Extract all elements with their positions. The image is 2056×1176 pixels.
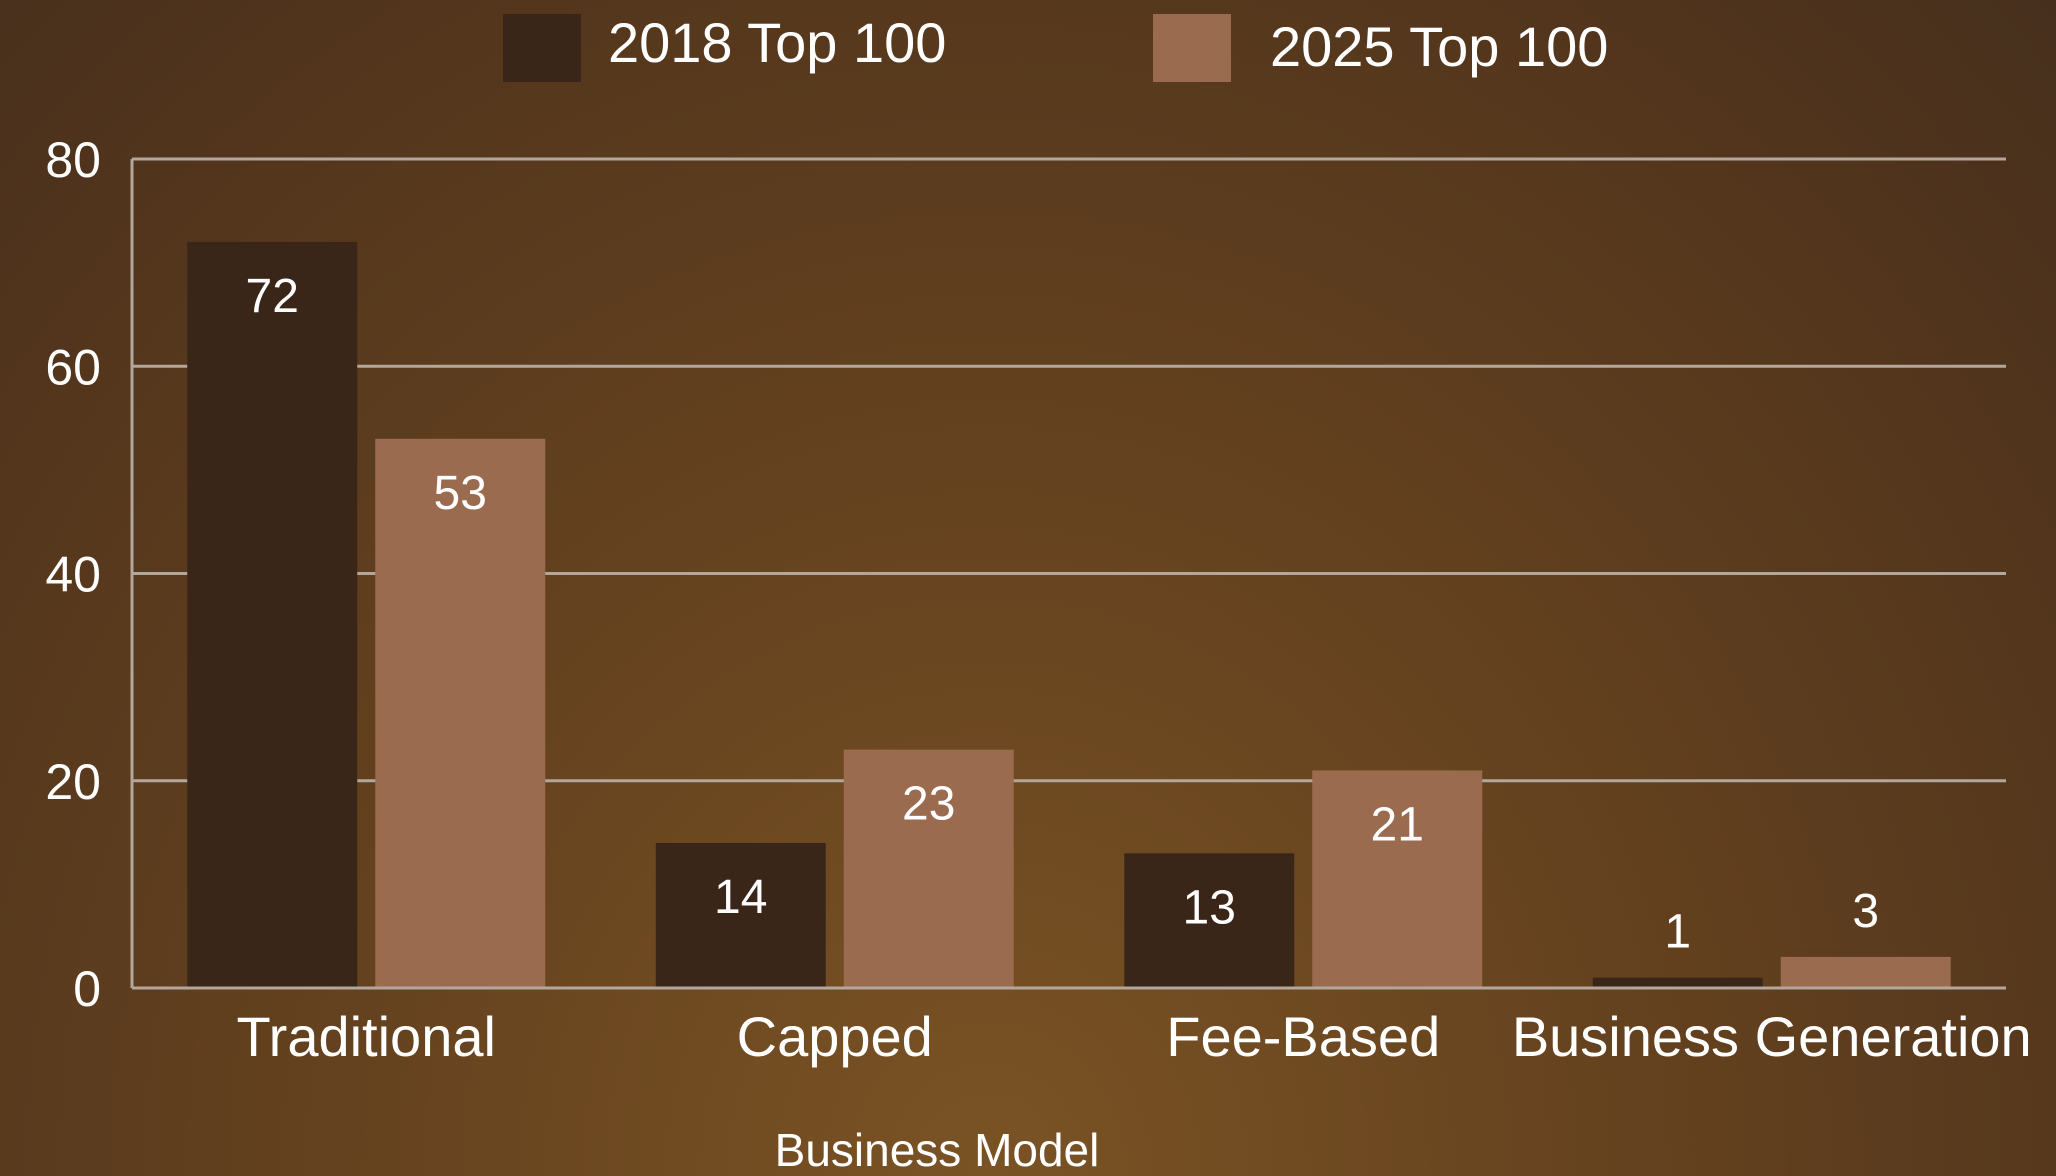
bar-traditional-0: [187, 241, 358, 988]
data-label-fee-based-1: 21: [1371, 798, 1424, 851]
legend-swatch-2025: [1153, 14, 1231, 82]
legend-swatch-2018: [503, 14, 581, 82]
bar-capped-0: [655, 842, 826, 988]
bar-fee-based-0: [1124, 853, 1295, 988]
y-tick-label-20: 20: [45, 754, 101, 810]
x-axis-title: Business Model: [775, 1124, 1100, 1176]
legend: 2018 Top 100 2025 Top 100: [503, 11, 1608, 82]
bar-business-generation-0: [1592, 977, 1763, 988]
x-axis: Traditional Capped Fee-Based Business Gener…: [132, 986, 2032, 1068]
x-tick-label-capped: Capped: [737, 1005, 933, 1068]
data-label-traditional-1: 53: [434, 467, 487, 520]
bars: [187, 241, 1951, 989]
data-label-capped-1: 23: [902, 778, 955, 831]
legend-label-2018: 2018 Top 100: [608, 11, 946, 74]
y-tick-label-40: 40: [45, 547, 101, 603]
data-label-business-generation-0: 1: [1664, 906, 1691, 959]
bar-business-generation-1: [1780, 956, 1951, 988]
y-tick-label-0: 0: [73, 961, 101, 1017]
x-tick-label-business-generation: Business Generation: [1512, 1005, 2032, 1068]
data-label-fee-based-0: 13: [1183, 881, 1236, 934]
data-label-business-generation-1: 3: [1852, 885, 1879, 938]
y-tick-label-80: 80: [45, 132, 101, 188]
bar-capped-1: [843, 749, 1014, 988]
x-tick-label-fee-based: Fee-Based: [1166, 1005, 1440, 1068]
data-label-capped-0: 14: [714, 871, 767, 924]
y-axis: 0 20 40 60 80: [45, 132, 134, 1017]
x-tick-label-traditional: Traditional: [237, 1005, 496, 1068]
bar-fee-based-1: [1312, 770, 1483, 988]
legend-label-2025: 2025 Top 100: [1270, 15, 1608, 78]
data-label-traditional-0: 72: [246, 270, 299, 323]
bar-traditional-1: [375, 438, 546, 989]
y-tick-label-60: 60: [45, 339, 101, 395]
